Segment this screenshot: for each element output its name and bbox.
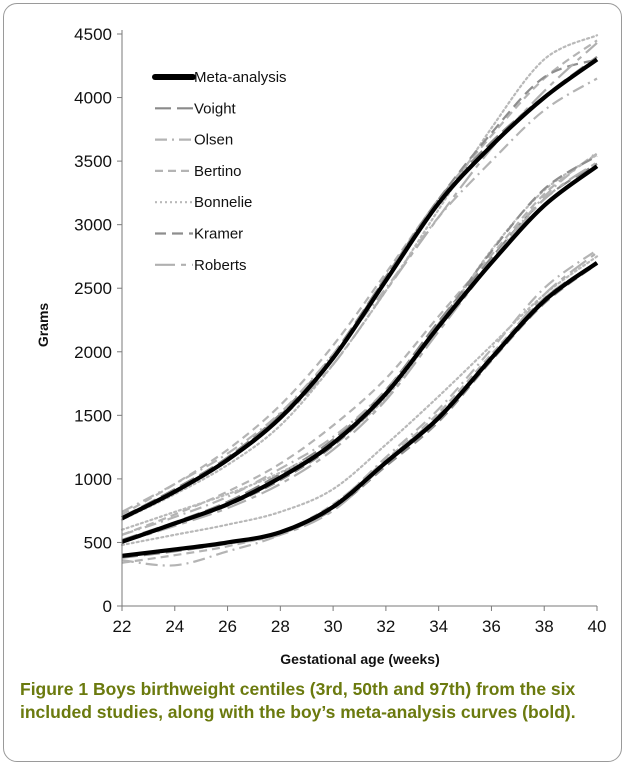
meta-analysis-p50-line [121, 164, 599, 544]
legend-label-meta-analysis: Meta-analysis [194, 69, 287, 86]
x-tick-label: 28 [271, 617, 290, 636]
y-tick-label: 4000 [74, 89, 112, 108]
x-tick-label: 36 [482, 617, 501, 636]
y-tick-label: 2500 [74, 279, 112, 298]
x-tick-label: 24 [165, 617, 184, 636]
x-tick-label: 30 [324, 617, 343, 636]
x-tick-label: 32 [376, 617, 395, 636]
caption-text: Boys birthweight centiles (3rd, 50th and… [20, 679, 576, 722]
y-tick-label: 1000 [74, 470, 112, 489]
bertino-p97-line [121, 39, 598, 516]
legend-label-roberts: Roberts [194, 257, 247, 274]
voight-p97-line [121, 56, 598, 518]
x-tick-label: 22 [113, 617, 132, 636]
x-tick-label: 34 [429, 617, 448, 636]
legend-label-olsen: Olsen [194, 132, 233, 149]
y-axis-title: Grams [35, 303, 51, 348]
olsen-p50-line [121, 151, 598, 536]
y-tick-label: 2000 [74, 343, 112, 362]
legend: Meta-analysis Voight Olsen Bertino Bonnelie K… [152, 69, 287, 274]
legend-label-bertino: Bertino [194, 163, 242, 180]
figure-caption: Figure 1 Boys birthweight centiles (3rd,… [20, 678, 610, 724]
birthweight-chart: 0 500 1000 1500 2000 2500 3000 3500 4000 4500 22 24… [35, 25, 606, 667]
x-tick-label: 38 [535, 617, 554, 636]
kramer-p97-line [121, 58, 598, 521]
x-tick-label: 40 [588, 617, 607, 636]
figure-label: Figure 1 [20, 679, 89, 699]
plot-lines [120, 34, 599, 567]
y-tick-label: 0 [103, 597, 112, 616]
axes: 0 500 1000 1500 2000 2500 3000 3500 4000 4500 22 24… [74, 25, 606, 636]
legend-label-kramer: Kramer [194, 226, 243, 243]
olsen-p3-line [121, 249, 598, 567]
x-tick-label: 26 [218, 617, 237, 636]
y-tick-label: 500 [84, 533, 112, 552]
voight-p3-line [121, 261, 598, 559]
y-tick-label: 1500 [74, 406, 112, 425]
meta-analysis-p3-line [121, 261, 599, 558]
bonnelie-p97-line [120, 34, 599, 521]
legend-label-voight: Voight [194, 100, 237, 117]
y-tick-label: 3500 [74, 152, 112, 171]
legend-label-bonnelie: Bonnelie [194, 194, 252, 211]
y-tick-label: 4500 [74, 25, 112, 44]
meta-analysis-p97-line [121, 57, 599, 521]
y-tick-label: 3000 [74, 216, 112, 235]
bonnelie-p3-line [120, 255, 599, 547]
x-axis-title: Gestational age (weeks) [280, 651, 440, 667]
roberts-p50-line [121, 161, 598, 544]
